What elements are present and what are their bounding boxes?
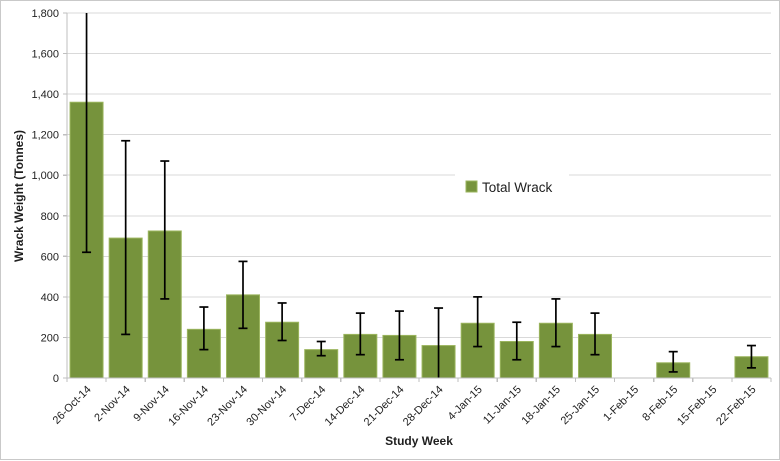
ytick-label: 600 xyxy=(41,251,59,263)
ytick-label: 800 xyxy=(41,211,59,223)
ytick-label: 1,400 xyxy=(31,89,59,101)
xtick-label: 16-Nov-14 xyxy=(166,384,211,429)
xtick-label: 26-Oct-14 xyxy=(51,384,94,427)
xtick-label: 9-Nov-14 xyxy=(131,384,171,424)
xtick-label: 25-Jan-15 xyxy=(559,384,603,428)
xtick-label: 7-Dec-14 xyxy=(288,384,328,424)
xtick-label: 21-Dec-14 xyxy=(362,384,407,429)
y-axis-title: Wrack Weight (Tonnes) xyxy=(12,130,26,262)
ytick-label: 1,600 xyxy=(31,49,59,61)
xtick-label: 30-Nov-14 xyxy=(244,384,289,429)
ytick-label: 1,800 xyxy=(31,8,59,20)
x-axis-title: Study Week xyxy=(385,434,453,448)
ytick-label: 1,200 xyxy=(31,130,59,142)
xtick-label: 18-Jan-15 xyxy=(519,384,563,428)
xtick-label: 2-Nov-14 xyxy=(92,384,132,424)
xtick-label: 4-Jan-15 xyxy=(446,384,485,423)
ytick-label: 200 xyxy=(41,332,59,344)
xtick-label: 14-Dec-14 xyxy=(323,384,368,429)
xtick-label: 23-Nov-14 xyxy=(205,384,250,429)
xtick-label: 22-Feb-15 xyxy=(714,384,758,428)
legend-label: Total Wrack xyxy=(482,180,553,195)
xtick-label: 15-Feb-15 xyxy=(675,384,719,428)
xtick-label: 28-Dec-14 xyxy=(401,384,446,429)
xtick-label: 8-Feb-15 xyxy=(640,384,680,424)
ytick-label: 0 xyxy=(53,373,59,385)
xtick-label: 1-Feb-15 xyxy=(601,384,641,424)
xtick-label: 11-Jan-15 xyxy=(481,384,524,427)
legend-marker-square-icon xyxy=(465,180,478,193)
ytick-label: 1,000 xyxy=(31,170,59,182)
ytick-label: 400 xyxy=(41,292,59,304)
